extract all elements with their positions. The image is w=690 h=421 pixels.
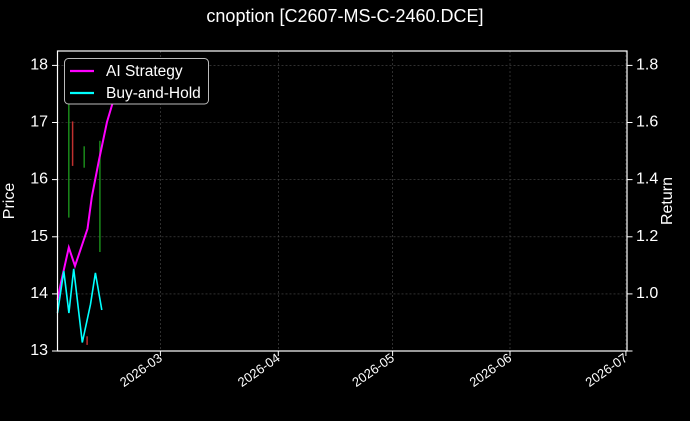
svg-text:13: 13 xyxy=(30,342,48,359)
svg-text:Return: Return xyxy=(659,177,676,225)
svg-text:2026-06: 2026-06 xyxy=(467,350,515,390)
svg-text:Price: Price xyxy=(1,183,18,220)
svg-text:2026-07: 2026-07 xyxy=(583,350,631,390)
svg-text:17: 17 xyxy=(30,114,48,131)
svg-text:16: 16 xyxy=(30,171,48,188)
svg-text:1.4: 1.4 xyxy=(636,171,658,188)
svg-text:1.2: 1.2 xyxy=(636,228,658,245)
svg-text:15: 15 xyxy=(30,228,48,245)
svg-text:2026-05: 2026-05 xyxy=(349,350,397,390)
svg-text:1.6: 1.6 xyxy=(636,114,658,131)
svg-text:Buy-and-Hold: Buy-and-Hold xyxy=(106,85,201,102)
svg-text:18: 18 xyxy=(30,57,48,74)
svg-text:2026-03: 2026-03 xyxy=(117,350,165,390)
svg-text:1.8: 1.8 xyxy=(636,57,658,74)
svg-text:AI Strategy: AI Strategy xyxy=(106,63,183,80)
svg-text:14: 14 xyxy=(30,285,48,302)
svg-text:2026-04: 2026-04 xyxy=(235,350,283,390)
svg-text:1.0: 1.0 xyxy=(636,285,658,302)
